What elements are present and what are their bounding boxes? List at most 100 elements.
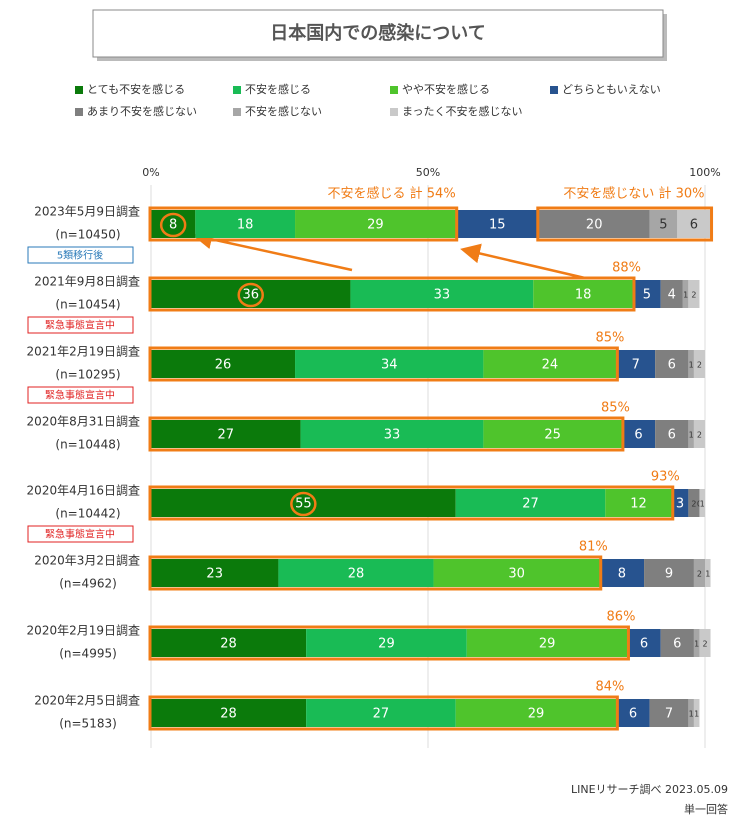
n-label: (n=10454) xyxy=(55,298,120,312)
value-label: 1 xyxy=(683,291,688,300)
value-label: 12 xyxy=(630,497,647,512)
y-tick-label: 2020年8月31日調査 xyxy=(27,415,140,429)
bar-segment xyxy=(632,280,661,308)
x-tick-label: 100% xyxy=(689,166,720,179)
n-label: (n=4962) xyxy=(59,577,117,591)
bar-segment xyxy=(699,489,705,517)
bar-segment xyxy=(693,629,700,657)
badge-label: 緊急事態宣言中 xyxy=(45,319,115,332)
n-label: (n=10295) xyxy=(55,368,120,382)
bar-segment xyxy=(278,559,434,587)
value-label: 29 xyxy=(367,218,384,233)
bar-segment xyxy=(688,280,700,308)
legend-swatch xyxy=(75,108,83,116)
highlight-box xyxy=(148,555,603,591)
legend-swatch xyxy=(390,108,398,116)
badge-label: 緊急事態宣言中 xyxy=(45,528,115,541)
value-label: 15 xyxy=(489,218,506,233)
value-label: 6 xyxy=(634,428,642,443)
bar-segment xyxy=(295,350,484,378)
value-label: 28 xyxy=(220,707,237,722)
bar-segment xyxy=(688,420,694,448)
value-label: 2 xyxy=(702,640,707,649)
legend-swatch xyxy=(233,108,241,116)
value-label: 1 xyxy=(700,500,705,509)
total-label: 86% xyxy=(607,610,636,625)
value-label: 7 xyxy=(665,707,673,722)
value-label: 20 xyxy=(586,218,603,233)
highlight-circle xyxy=(237,282,264,308)
bar-segment xyxy=(693,559,705,587)
y-tick-label: 2020年2月5日調査 xyxy=(34,694,140,708)
value-label: 6 xyxy=(673,637,681,652)
bar-segment xyxy=(455,699,617,727)
bar-segment xyxy=(660,629,694,657)
value-label: 1 xyxy=(689,710,694,719)
value-label: 4 xyxy=(668,288,676,303)
bar-segment xyxy=(455,489,606,517)
total-label: 85% xyxy=(601,401,630,416)
bar-segment xyxy=(705,559,711,587)
value-label: 30 xyxy=(508,567,525,582)
value-label: 2 xyxy=(691,500,696,509)
value-label: 6 xyxy=(668,428,676,443)
highlight-box xyxy=(148,695,619,731)
y-tick-label: 2020年3月2日調査 xyxy=(34,554,140,568)
n-label: (n=10448) xyxy=(55,438,120,452)
badge xyxy=(27,386,134,404)
total-label: 81% xyxy=(579,540,608,555)
arrow xyxy=(460,243,586,280)
bar-segment xyxy=(655,350,689,378)
y-tick-label: 2023年5月9日調査 xyxy=(34,205,140,219)
value-label: 5 xyxy=(659,218,667,233)
n-label: (n=10442) xyxy=(55,507,120,521)
highlight-box xyxy=(148,485,675,521)
bar-segment xyxy=(533,280,633,308)
arrow xyxy=(192,229,353,272)
bar-segment xyxy=(621,420,656,448)
bar-segment xyxy=(627,629,661,657)
value-label: 6 xyxy=(629,707,637,722)
legend-label: 不安を感じる xyxy=(245,82,311,96)
y-tick-label: 2021年2月19日調査 xyxy=(27,345,140,359)
value-label: 27 xyxy=(522,497,539,512)
bar-segment xyxy=(693,699,700,727)
highlight-box xyxy=(536,206,714,242)
bar-segment xyxy=(300,420,484,448)
bar-segment xyxy=(649,699,689,727)
bar-segment xyxy=(688,489,700,517)
bar-segment xyxy=(151,559,279,587)
bar-segment xyxy=(151,699,307,727)
value-label: 27 xyxy=(373,707,390,722)
bar-segment xyxy=(616,350,656,378)
legend-swatch xyxy=(550,86,558,94)
value-label: 33 xyxy=(384,428,401,443)
bar-segment xyxy=(151,350,296,378)
chart-title: 日本国内での感染について xyxy=(270,22,485,44)
source: LINEリサーチ調べ 2023.05.09 xyxy=(571,782,728,796)
annotation: 不安を感じる 計 54% xyxy=(328,186,456,202)
bar-segment xyxy=(688,350,694,378)
bar-segment xyxy=(682,280,689,308)
bar-segment xyxy=(195,210,296,238)
legend-label: 不安を感じない xyxy=(245,104,322,118)
value-label: 1 xyxy=(694,710,699,719)
value-label: 5 xyxy=(643,288,651,303)
value-label: 29 xyxy=(528,707,545,722)
bar-segment xyxy=(433,559,600,587)
bar-segment xyxy=(699,629,711,657)
value-label: 34 xyxy=(381,358,398,373)
bar-segment xyxy=(455,210,539,238)
value-label: 55 xyxy=(295,497,312,512)
total-label: 93% xyxy=(651,470,680,485)
y-tick-label: 2021年9月8日調査 xyxy=(34,275,140,289)
bar-segment xyxy=(306,699,456,727)
badge xyxy=(27,246,134,264)
bar-segment xyxy=(616,699,650,727)
n-label: (n=4995) xyxy=(59,647,117,661)
bar-segment xyxy=(671,489,689,517)
value-label: 36 xyxy=(242,288,259,303)
legend-swatch xyxy=(233,86,241,94)
value-label: 18 xyxy=(575,288,592,303)
value-label: 6 xyxy=(640,637,648,652)
